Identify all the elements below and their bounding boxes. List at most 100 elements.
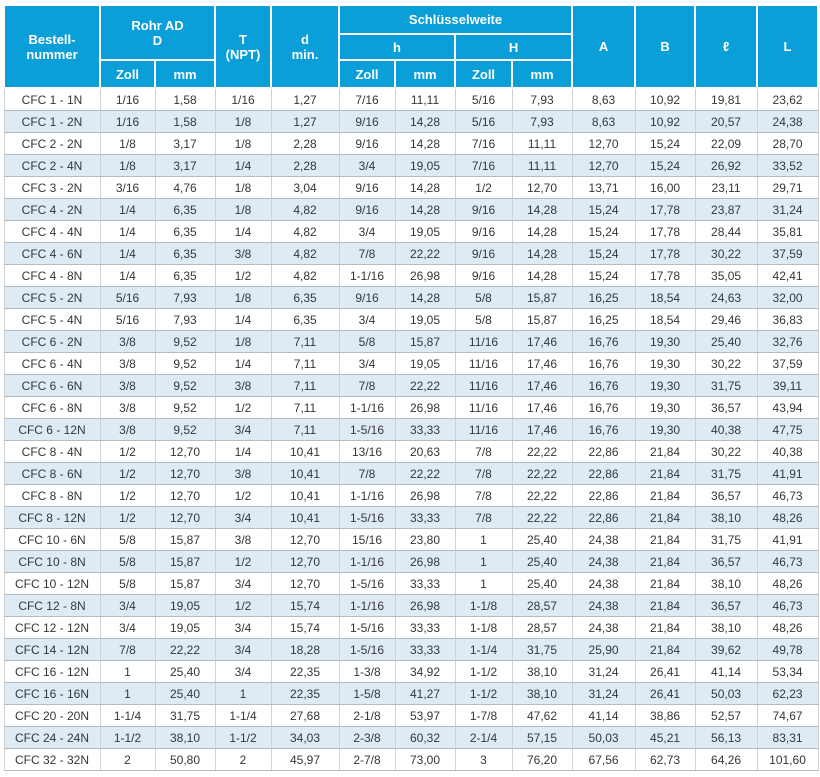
rohr-mm-cell: 19,05	[154, 594, 216, 617]
rohr-mm-cell: 1,58	[154, 87, 216, 111]
order-number-cell: CFC 32 - 32N	[3, 748, 101, 771]
b-cell: 10,92	[634, 110, 696, 133]
h-upper-mm-cell: 57,15	[511, 726, 573, 749]
d-min-cell: 45,97	[270, 748, 340, 771]
t-npt-cell: 3/4	[214, 572, 272, 595]
b-cell: 21,84	[634, 594, 696, 617]
h-upper-mm-cell: 22,22	[511, 506, 573, 529]
rohr-mm-cell: 15,87	[154, 550, 216, 573]
h-lower-mm-cell: 14,28	[394, 286, 456, 309]
a-cell: 67,56	[571, 748, 636, 771]
t-npt-cell: 1	[214, 682, 272, 705]
header-rohr-ad-d: Rohr AD D	[99, 4, 216, 61]
order-number-cell: CFC 4 - 6N	[3, 242, 101, 265]
l-cell: 29,71	[756, 176, 819, 199]
rohr-mm-cell: 6,35	[154, 242, 216, 265]
a-cell: 24,38	[571, 528, 636, 551]
h-lower-zoll-cell: 2-3/8	[338, 726, 396, 749]
table-row: CFC 6 - 8N 3/8 9,52 1/2 7,11 1-1/16 26,98 11/16…	[3, 396, 819, 419]
h-upper-zoll-cell: 11/16	[454, 330, 513, 353]
h-lower-zoll-cell: 3/4	[338, 154, 396, 177]
t-npt-cell: 1/8	[214, 176, 272, 199]
l-cell: 39,11	[756, 374, 819, 397]
rohr-mm-cell: 3,17	[154, 132, 216, 155]
h-upper-mm-cell: 25,40	[511, 550, 573, 573]
table-row: CFC 6 - 2N 3/8 9,52 1/8 7,11 5/8 15,87 11/16 17,…	[3, 330, 819, 353]
rohr-mm-cell: 15,87	[154, 528, 216, 551]
header-h-lower-mm: mm	[394, 59, 456, 89]
ell-cell: 26,92	[694, 154, 758, 177]
h-lower-zoll-cell: 13/16	[338, 440, 396, 463]
b-cell: 19,30	[634, 352, 696, 375]
h-upper-zoll-cell: 2-1/4	[454, 726, 513, 749]
h-lower-zoll-cell: 15/16	[338, 528, 396, 551]
b-cell: 19,30	[634, 374, 696, 397]
h-upper-mm-cell: 22,22	[511, 484, 573, 507]
table-row: CFC 1 - 1N 1/16 1,58 1/16 1,27 7/16 11,11 5/16 7…	[3, 87, 819, 111]
rohr-zoll-cell: 3/4	[99, 594, 156, 617]
b-cell: 17,78	[634, 198, 696, 221]
t-npt-cell: 3/8	[214, 242, 272, 265]
h-lower-mm-cell: 53,97	[394, 704, 456, 727]
table-row: CFC 6 - 6N 3/8 9,52 3/8 7,11 7/8 22,22 11/16 17,…	[3, 374, 819, 397]
h-lower-mm-cell: 20,63	[394, 440, 456, 463]
a-cell: 24,38	[571, 550, 636, 573]
h-upper-zoll-cell: 1	[454, 528, 513, 551]
rohr-zoll-cell: 3/4	[99, 616, 156, 639]
b-cell: 21,84	[634, 638, 696, 661]
order-number-cell: CFC 4 - 2N	[3, 198, 101, 221]
table-row: CFC 10 - 8N 5/8 15,87 1/2 12,70 1-1/16 26,98 1 2…	[3, 550, 819, 573]
h-upper-zoll-cell: 7/16	[454, 154, 513, 177]
t-npt-cell: 3/4	[214, 638, 272, 661]
rohr-mm-cell: 9,52	[154, 374, 216, 397]
h-upper-mm-cell: 15,87	[511, 308, 573, 331]
a-cell: 16,25	[571, 286, 636, 309]
header-a: A	[571, 4, 637, 89]
l-cell: 42,41	[756, 264, 819, 287]
l-cell: 53,34	[756, 660, 819, 683]
h-lower-mm-cell: 15,87	[394, 330, 456, 353]
rohr-zoll-cell: 3/8	[99, 330, 156, 353]
d-min-cell: 7,11	[270, 330, 340, 353]
a-cell: 22,86	[571, 484, 636, 507]
t-npt-cell: 1/8	[214, 330, 272, 353]
order-number-cell: CFC 24 - 24N	[3, 726, 101, 749]
l-cell: 28,70	[756, 132, 819, 155]
a-cell: 15,24	[571, 198, 636, 221]
d-min-cell: 6,35	[270, 286, 340, 309]
header-label-line: T	[239, 31, 247, 47]
rohr-zoll-cell: 1/16	[99, 110, 156, 133]
h-upper-zoll-cell: 5/8	[454, 308, 513, 331]
a-cell: 16,76	[571, 396, 636, 419]
h-upper-zoll-cell: 7/8	[454, 462, 513, 485]
table-row: CFC 2 - 2N 1/8 3,17 1/8 2,28 9/16 14,28 7/16 11,…	[3, 132, 819, 155]
d-min-cell: 15,74	[270, 616, 340, 639]
d-min-cell: 4,82	[270, 220, 340, 243]
d-min-cell: 7,11	[270, 374, 340, 397]
h-upper-mm-cell: 28,57	[511, 594, 573, 617]
h-upper-mm-cell: 11,11	[511, 132, 573, 155]
h-lower-zoll-cell: 2-7/8	[338, 748, 396, 771]
order-number-cell: CFC 5 - 4N	[3, 308, 101, 331]
d-min-cell: 12,70	[270, 572, 340, 595]
a-cell: 22,86	[571, 440, 636, 463]
h-upper-mm-cell: 47,62	[511, 704, 573, 727]
order-number-cell: CFC 16 - 12N	[3, 660, 101, 683]
h-lower-zoll-cell: 1-5/16	[338, 506, 396, 529]
l-cell: 48,26	[756, 572, 819, 595]
ell-cell: 31,75	[694, 374, 758, 397]
d-min-cell: 22,35	[270, 660, 340, 683]
h-upper-zoll-cell: 7/16	[454, 132, 513, 155]
table-row: CFC 12 - 8N 3/4 19,05 1/2 15,74 1-1/16 26,98 1-…	[3, 594, 819, 617]
rohr-zoll-cell: 5/8	[99, 550, 156, 573]
t-npt-cell: 3/4	[214, 418, 272, 441]
h-lower-mm-cell: 19,05	[394, 352, 456, 375]
h-upper-zoll-cell: 1/2	[454, 176, 513, 199]
header-h-upper: H	[453, 33, 574, 61]
h-lower-zoll-cell: 9/16	[338, 176, 396, 199]
l-cell: 74,67	[756, 704, 819, 727]
rohr-mm-cell: 31,75	[154, 704, 216, 727]
rohr-mm-cell: 6,35	[154, 198, 216, 221]
l-cell: 37,59	[756, 242, 819, 265]
d-min-cell: 4,82	[270, 264, 340, 287]
